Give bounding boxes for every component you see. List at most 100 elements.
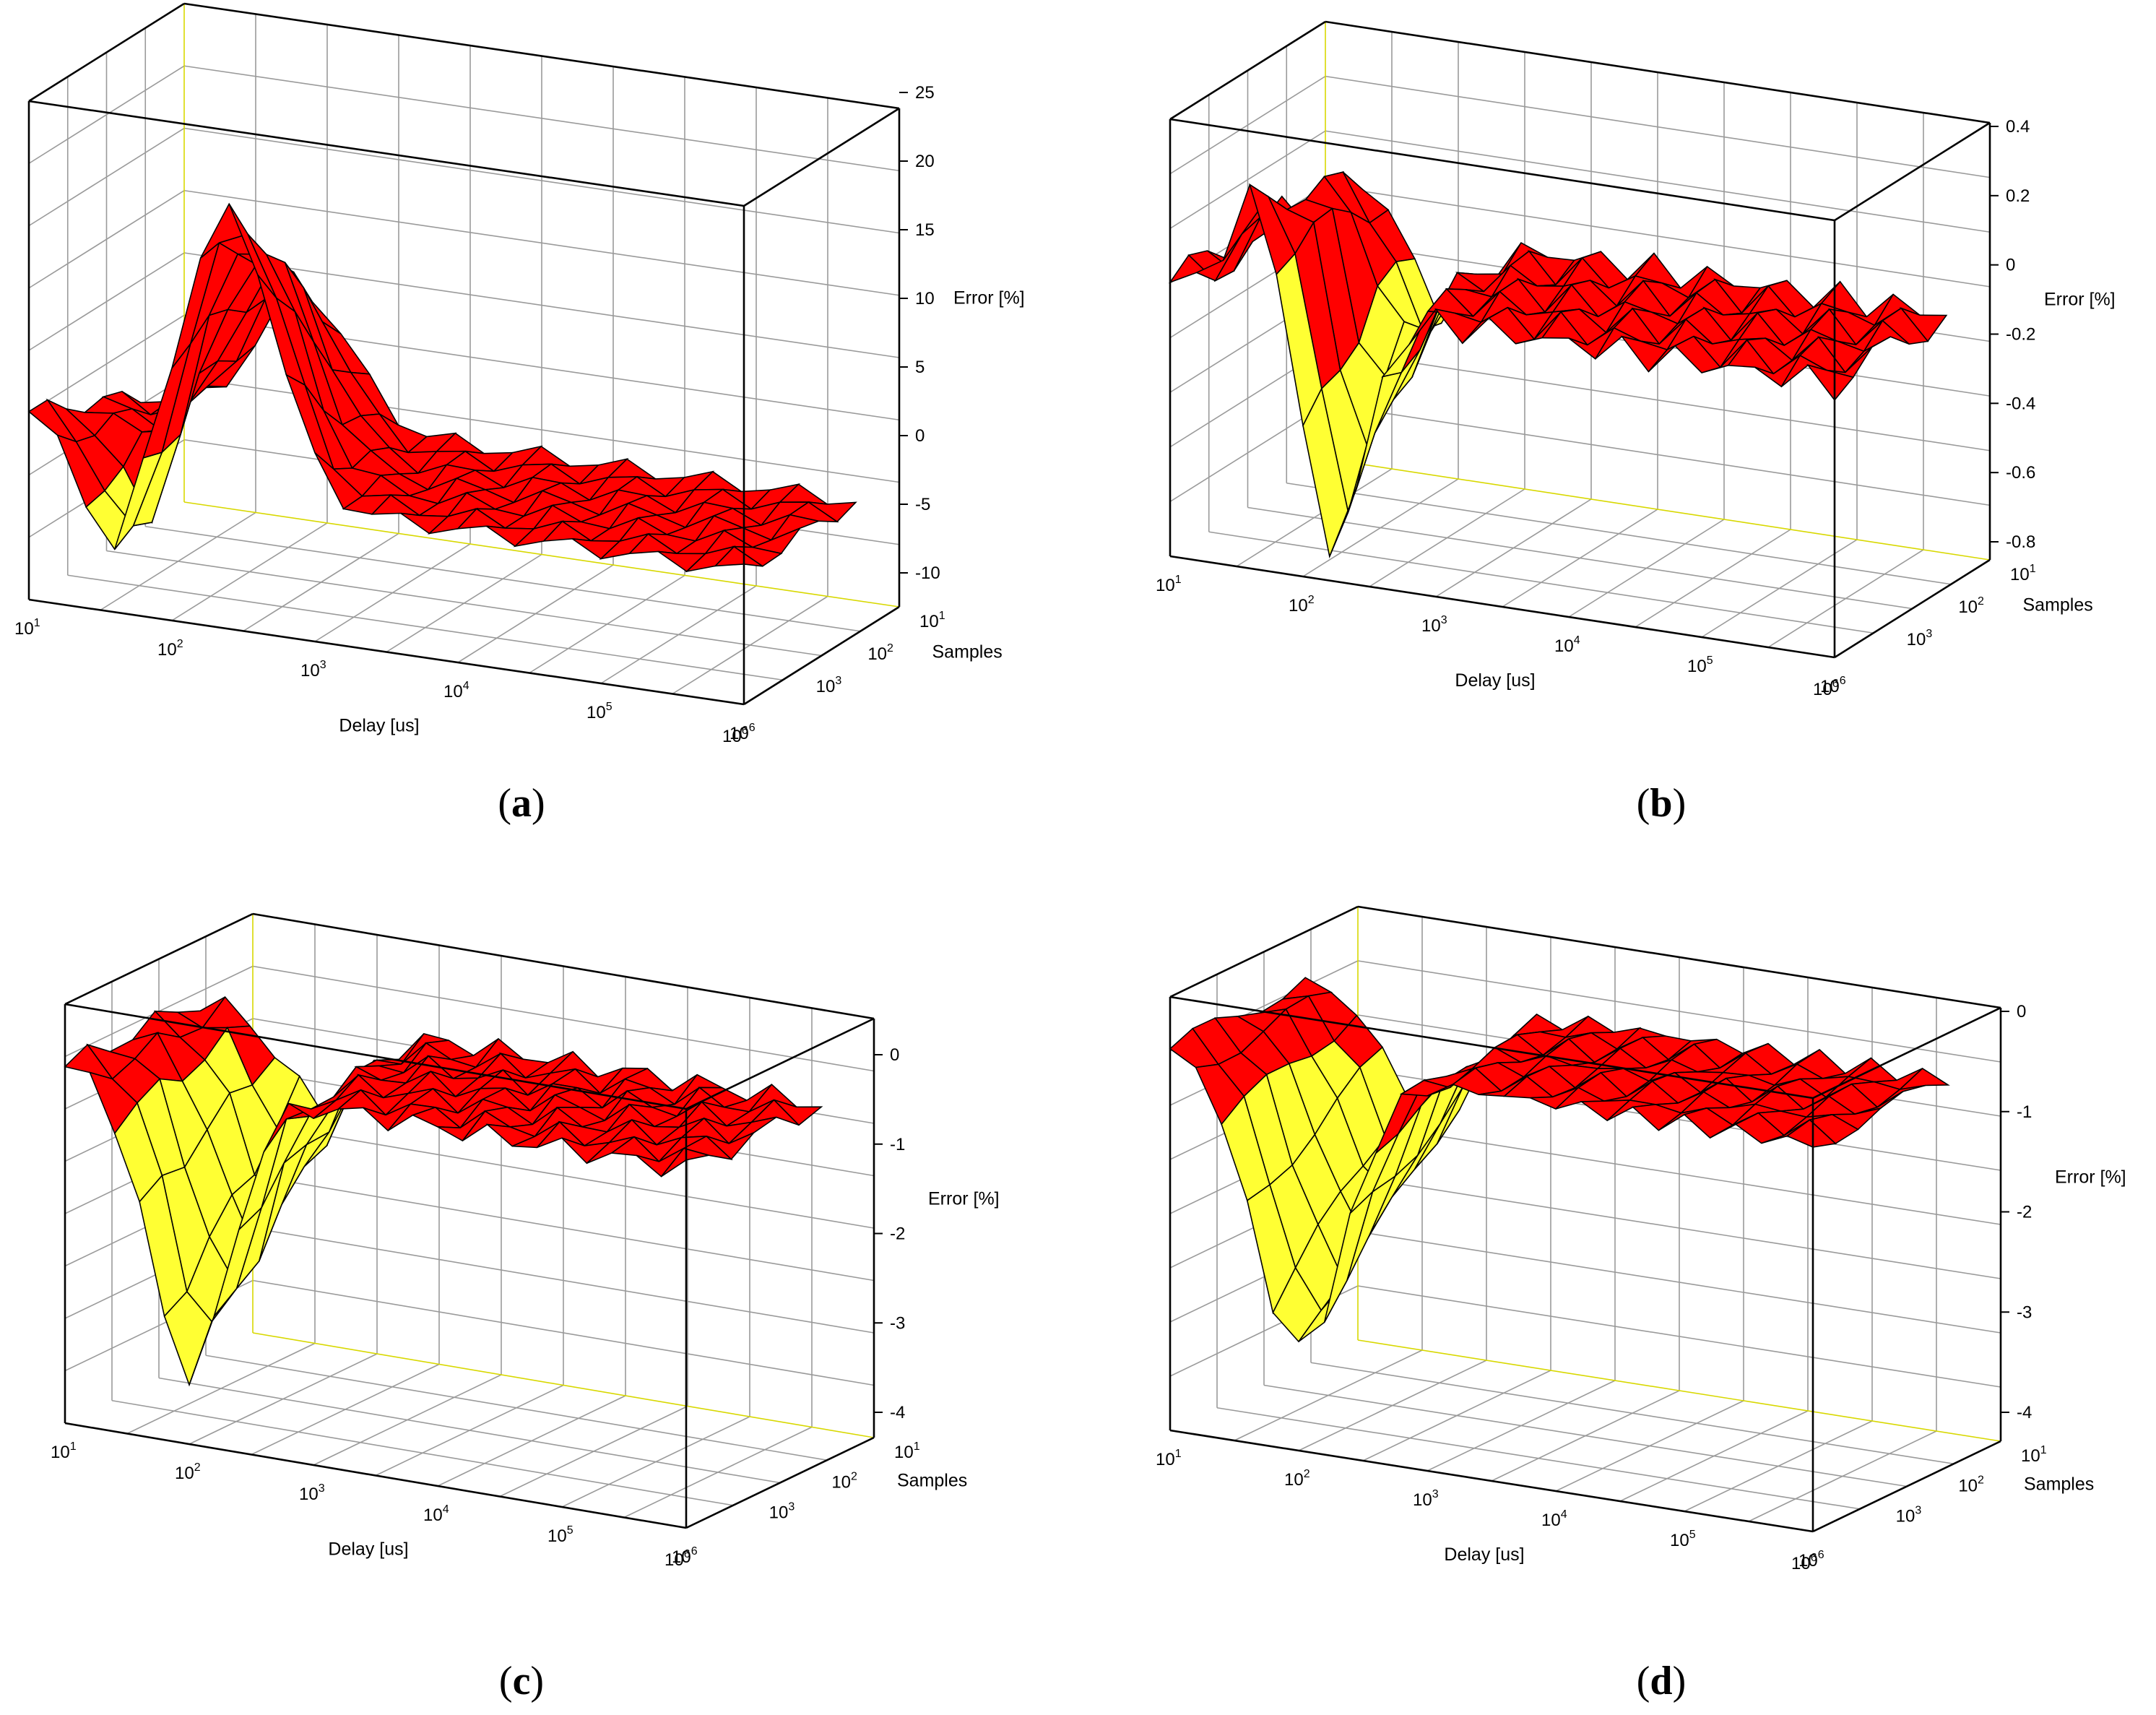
floor-gridline: [158, 1377, 781, 1484]
back-wall-gridline: [183, 252, 900, 358]
z-tick-label: 25: [915, 83, 935, 103]
back-wall-gridline: [1325, 348, 1991, 452]
y-tick-label: 101: [2010, 563, 2036, 584]
right-floor-edge: [1834, 558, 1991, 659]
y-tick-label-end: 106: [1791, 1552, 1817, 1573]
y-tick-label: 102: [1958, 1474, 1984, 1496]
top-back-edge: [1325, 20, 1991, 124]
floor-gridline: [1286, 482, 1952, 585]
floor-gridline: [1263, 1384, 1908, 1487]
top-front-edge: [1169, 995, 1814, 1100]
floor-gridline: [1208, 531, 1874, 634]
y-tick-label-end: 106: [664, 1548, 690, 1570]
z-tick-label: -0.2: [2006, 325, 2035, 345]
y-tick-label-end: 106: [1813, 678, 1839, 699]
z-tick-label: -2: [2017, 1203, 2032, 1222]
top-back-edge: [1357, 905, 2001, 1009]
top-back-edge: [252, 912, 875, 1020]
back-wall-gridline: [1325, 130, 1991, 233]
y-axis-label: Samples: [2023, 595, 2093, 615]
floor-gridline: [1247, 506, 1913, 610]
y-tick-label: 101: [919, 610, 945, 631]
panel-caption: (b): [1637, 781, 1686, 826]
back-wall-gridline: [1325, 75, 1991, 178]
floor-gridline: [67, 574, 783, 681]
surface-patch: [714, 545, 763, 567]
x-tick-label: 101: [1156, 574, 1182, 595]
top-left-edge: [64, 912, 254, 1006]
right-floor-edge: [685, 1436, 875, 1529]
top-front-edge: [64, 1003, 687, 1110]
top-right-edge: [685, 1017, 875, 1110]
x-tick-label: 101: [1156, 1448, 1182, 1469]
x-tick-label: 105: [547, 1524, 573, 1546]
back-wall-gridline: [1325, 403, 1991, 506]
front-floor-edge: [1169, 555, 1835, 659]
back-floor-edge: [252, 1332, 875, 1438]
x-tick-label: 101: [51, 1440, 77, 1462]
z-axis-label: Error [%]: [928, 1189, 1000, 1209]
z-tick-label: -10: [915, 563, 940, 583]
right-floor-edge: [743, 605, 900, 706]
z-tick-label: 0: [2006, 256, 2015, 275]
front-floor-edge: [64, 1422, 687, 1529]
surface-patch: [1785, 1119, 1837, 1148]
top-right-edge: [743, 107, 900, 207]
z-tick-label: -0.4: [2006, 394, 2035, 413]
surface-patch: [660, 1147, 709, 1178]
z-tick-label: -0.6: [2006, 463, 2035, 483]
x-tick-label: 101: [14, 617, 40, 639]
chart-panel-b: 0.4 0.2 0 -0.2 -0.4 -0.6 -0.8 Error [%] 101 102 10…: [1156, 20, 2116, 826]
floor-gridline: [106, 550, 822, 657]
x-tick-label: 104: [443, 680, 469, 701]
x-axis-label: Delay [us]: [328, 1539, 408, 1560]
panel-caption: (a): [498, 781, 545, 826]
top-right-edge: [1812, 1006, 2001, 1100]
y-tick-label: 103: [1907, 628, 1933, 649]
back-wall-gridline: [252, 1175, 875, 1282]
top-right-edge: [1834, 121, 1991, 222]
floor-gridline: [1310, 1362, 1954, 1465]
x-axis-label: Delay [us]: [1455, 670, 1535, 691]
x-tick-label: 104: [423, 1503, 449, 1525]
z-tick-label: 15: [915, 220, 935, 240]
front-floor-edge: [1169, 1429, 1814, 1533]
x-tick-label: 103: [1421, 614, 1447, 636]
x-tick-label: 103: [300, 659, 326, 681]
x-tick-label: 106: [1820, 675, 1846, 696]
top-back-edge: [183, 2, 900, 110]
z-tick-label: -2: [890, 1224, 905, 1244]
z-tick-label: 0: [2017, 1002, 2026, 1021]
z-tick-label: 0: [890, 1045, 899, 1065]
x-tick-label: 104: [1541, 1508, 1567, 1530]
x-tick-label: 105: [1670, 1529, 1696, 1550]
x-tick-label: 103: [299, 1482, 325, 1504]
y-tick-label: 102: [831, 1471, 857, 1492]
top-front-edge: [1169, 118, 1835, 222]
back-wall-gridline: [1357, 1231, 2001, 1334]
back-wall-gridline: [252, 1123, 875, 1229]
panel-caption: (d): [1637, 1659, 1686, 1703]
z-tick-label: -4: [890, 1403, 905, 1422]
x-tick-label: 105: [1687, 655, 1713, 676]
back-floor-edge: [183, 501, 900, 608]
z-tick-label: -0.8: [2006, 532, 2035, 552]
z-tick-label: 0.4: [2006, 117, 2030, 137]
z-tick-label: 5: [915, 358, 925, 377]
top-left-edge: [1169, 905, 1359, 998]
x-tick-label: 106: [672, 1545, 698, 1567]
y-tick-label: 101: [894, 1440, 920, 1462]
z-tick-label: -4: [2017, 1403, 2032, 1422]
z-axis-label: Error [%]: [2044, 290, 2116, 310]
y-tick-label: 103: [769, 1500, 795, 1522]
back-wall-gridline: [1357, 1177, 2001, 1279]
back-wall-gridline: [1357, 960, 2001, 1063]
floor-gridline: [145, 525, 861, 632]
z-axis-label: Error [%]: [2055, 1167, 2126, 1188]
back-wall-gridline: [1357, 1285, 2001, 1388]
y-tick-label: 103: [1896, 1504, 1922, 1526]
x-axis-label: Delay [us]: [1444, 1545, 1524, 1565]
z-tick-label: 0: [915, 426, 925, 446]
top-left-edge: [28, 2, 185, 103]
z-tick-label: 20: [915, 152, 935, 171]
